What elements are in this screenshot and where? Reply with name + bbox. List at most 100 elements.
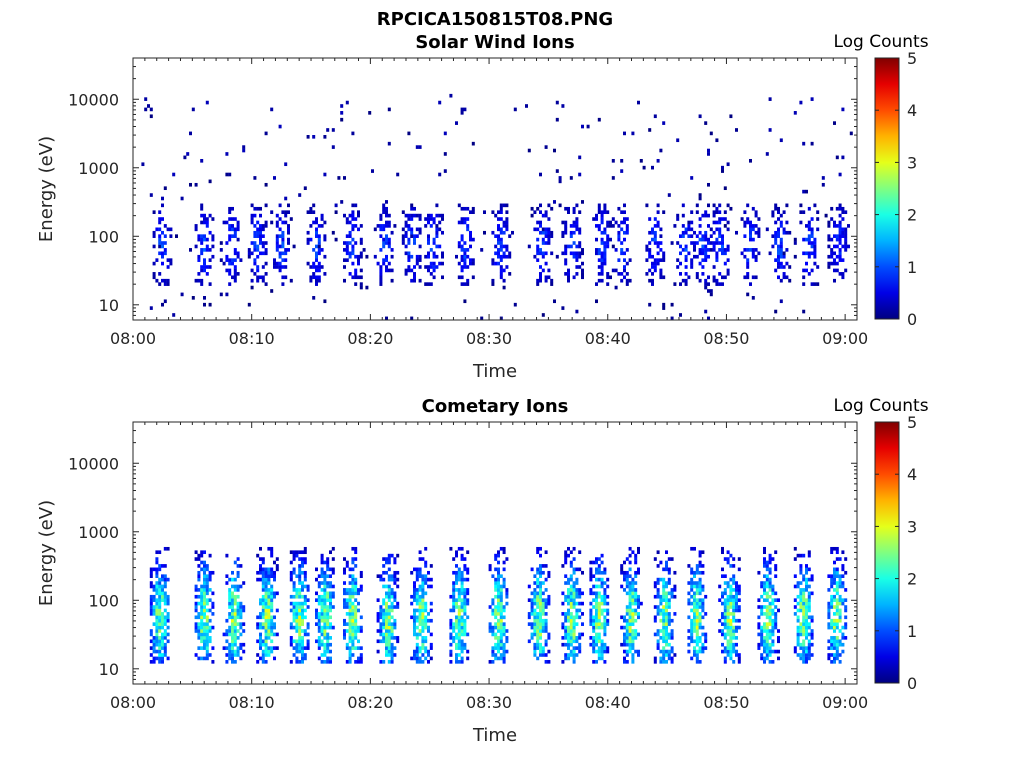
- heatmap-cell: [572, 557, 576, 561]
- heatmap-cell: [774, 203, 778, 208]
- heatmap-cell: [690, 625, 694, 630]
- heatmap-cell: [407, 227, 411, 232]
- heatmap-cell: [684, 230, 688, 235]
- heatmap-cell: [163, 234, 167, 238]
- heatmap-cell: [359, 660, 363, 664]
- heatmap-cell: [564, 594, 568, 599]
- heatmap-cell: [429, 584, 433, 589]
- heatmap-cell: [572, 581, 576, 585]
- heatmap-cell: [715, 241, 719, 245]
- heatmap-cell: [463, 248, 467, 252]
- heatmap-cell: [757, 646, 761, 650]
- heatmap-cell: [329, 605, 332, 609]
- heatmap-cell: [844, 622, 848, 626]
- heatmap-cell: [155, 581, 159, 585]
- heatmap-cell: [343, 570, 346, 575]
- heatmap-cell: [323, 570, 327, 575]
- heatmap-cell: [662, 608, 666, 613]
- heatmap-cell: [208, 553, 212, 558]
- heatmap-cell: [606, 612, 610, 616]
- heatmap-cell: [379, 660, 383, 664]
- heatmap-cell: [634, 574, 638, 578]
- heatmap-cell: [541, 227, 545, 232]
- heatmap-cell: [345, 560, 349, 565]
- heatmap-cell: [569, 251, 573, 256]
- heatmap-cell: [457, 660, 461, 664]
- heatmap-cell: [698, 622, 702, 626]
- heatmap-cell: [415, 618, 419, 623]
- heatmap-cell: [777, 649, 780, 654]
- heatmap-cell: [264, 629, 268, 633]
- heatmap-cell: [323, 615, 327, 620]
- heatmap-cell: [589, 567, 593, 572]
- heatmap-cell: [729, 594, 733, 599]
- heatmap-cell: [345, 601, 349, 606]
- heatmap-cell: [597, 557, 601, 561]
- heatmap-cell: [768, 622, 772, 626]
- heatmap-cell: [807, 642, 811, 647]
- heatmap-cell: [572, 601, 576, 606]
- heatmap-cell: [208, 302, 212, 307]
- heatmap-cell: [539, 632, 542, 637]
- heatmap-cell: [158, 615, 162, 620]
- heatmap-cell: [690, 594, 694, 599]
- heatmap-cell: [793, 557, 797, 561]
- heatmap-cell: [424, 625, 428, 630]
- heatmap-cell: [466, 265, 470, 269]
- heatmap-cell: [348, 251, 352, 256]
- heatmap-cell: [483, 230, 486, 235]
- heatmap-cell: [382, 622, 386, 626]
- heatmap-cell: [460, 622, 464, 626]
- heatmap-cell: [693, 629, 696, 633]
- heatmap-cell: [357, 625, 360, 630]
- heatmap-cell: [275, 237, 279, 242]
- heatmap-cell: [259, 646, 262, 650]
- heatmap-cell: [726, 557, 730, 561]
- heatmap-cell: [261, 251, 265, 256]
- heatmap-cell: [743, 210, 747, 214]
- heatmap-cell: [379, 639, 383, 644]
- heatmap-cell: [802, 660, 806, 664]
- heatmap-cell: [301, 636, 304, 640]
- heatmap-cell: [331, 128, 335, 132]
- heatmap-cell: [231, 224, 234, 228]
- heatmap-cell: [429, 224, 433, 228]
- heatmap-cell: [835, 234, 839, 238]
- heatmap-cell: [606, 608, 610, 613]
- heatmap-cell: [295, 591, 299, 596]
- heatmap-cell: [771, 557, 775, 561]
- colorbar-tick-label: 4: [907, 465, 917, 484]
- heatmap-cell: [754, 254, 758, 259]
- heatmap-cell: [413, 234, 416, 238]
- heatmap-cell: [830, 248, 834, 252]
- heatmap-cell: [841, 601, 845, 606]
- heatmap-cell: [721, 169, 724, 173]
- heatmap-cell: [707, 213, 710, 218]
- heatmap-cell: [225, 660, 229, 664]
- heatmap-cell: [813, 203, 817, 208]
- heatmap-cell: [228, 237, 232, 242]
- heatmap-cell: [620, 625, 624, 630]
- heatmap-cell: [259, 275, 262, 280]
- heatmap-cell: [329, 574, 332, 578]
- heatmap-cell: [693, 244, 696, 249]
- heatmap-cell: [774, 268, 778, 273]
- heatmap-cell: [597, 278, 601, 283]
- heatmap-cell: [228, 598, 232, 602]
- heatmap-cell: [533, 612, 537, 616]
- heatmap-cell: [547, 237, 551, 242]
- heatmap-cell: [698, 217, 702, 221]
- heatmap-cell: [541, 237, 545, 242]
- heatmap-cell: [564, 272, 568, 276]
- heatmap-cell: [561, 564, 565, 568]
- heatmap-cell: [228, 601, 232, 606]
- heatmap-cell: [491, 282, 495, 286]
- heatmap-cell: [771, 584, 775, 589]
- heatmap-cell: [536, 282, 540, 286]
- heatmap-cell: [567, 601, 570, 606]
- heatmap-cell: [152, 646, 156, 650]
- heatmap-cell: [597, 622, 601, 626]
- heatmap-cell: [362, 248, 366, 252]
- heatmap-cell: [802, 653, 806, 657]
- heatmap-cell: [413, 241, 416, 245]
